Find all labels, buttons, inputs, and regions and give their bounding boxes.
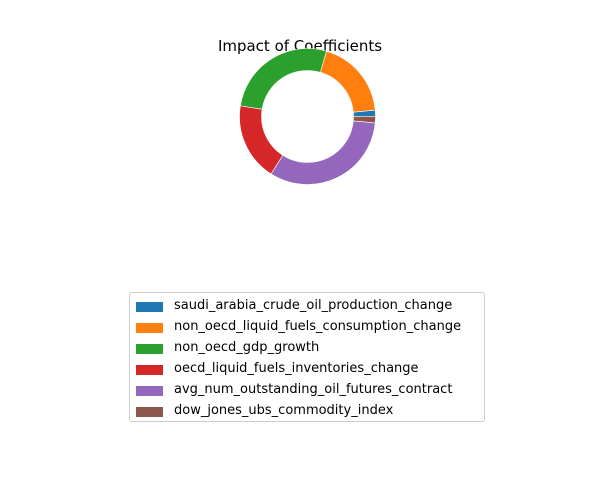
donut-slice bbox=[239, 105, 284, 175]
legend-swatch bbox=[136, 365, 163, 375]
legend-label: oecd_liquid_fuels_inventories_change bbox=[174, 361, 419, 376]
legend-label: non_oecd_gdp_growth bbox=[174, 340, 320, 355]
donut-slice bbox=[352, 116, 376, 124]
legend-swatch bbox=[136, 344, 163, 354]
legend-swatch bbox=[136, 407, 163, 417]
legend: saudi_arabia_crude_oil_production_change… bbox=[129, 292, 485, 422]
legend-item: oecd_liquid_fuels_inventories_change bbox=[130, 360, 484, 381]
chart-title: Impact of Coefficients bbox=[217, 37, 383, 55]
donut-slice bbox=[319, 50, 376, 113]
legend-label: avg_num_outstanding_oil_futures_contract bbox=[174, 382, 453, 397]
legend-item: avg_num_outstanding_oil_futures_contract bbox=[130, 381, 484, 402]
legend-label: non_oecd_liquid_fuels_consumption_change bbox=[174, 319, 462, 334]
legend-item: non_oecd_gdp_growth bbox=[130, 339, 484, 360]
donut-chart bbox=[239, 48, 376, 185]
legend-label: dow_jones_ubs_commodity_index bbox=[174, 403, 394, 418]
legend-swatch bbox=[136, 323, 163, 333]
legend-item: saudi_arabia_crude_oil_production_change bbox=[130, 297, 484, 318]
legend-label: saudi_arabia_crude_oil_production_change bbox=[174, 298, 453, 313]
legend-item: non_oecd_liquid_fuels_consumption_change bbox=[130, 318, 484, 339]
legend-item: dow_jones_ubs_commodity_index bbox=[130, 402, 484, 423]
donut-slice bbox=[239, 48, 327, 110]
legend-swatch bbox=[136, 302, 163, 312]
donut-slice bbox=[270, 120, 376, 185]
legend-swatch bbox=[136, 386, 163, 396]
